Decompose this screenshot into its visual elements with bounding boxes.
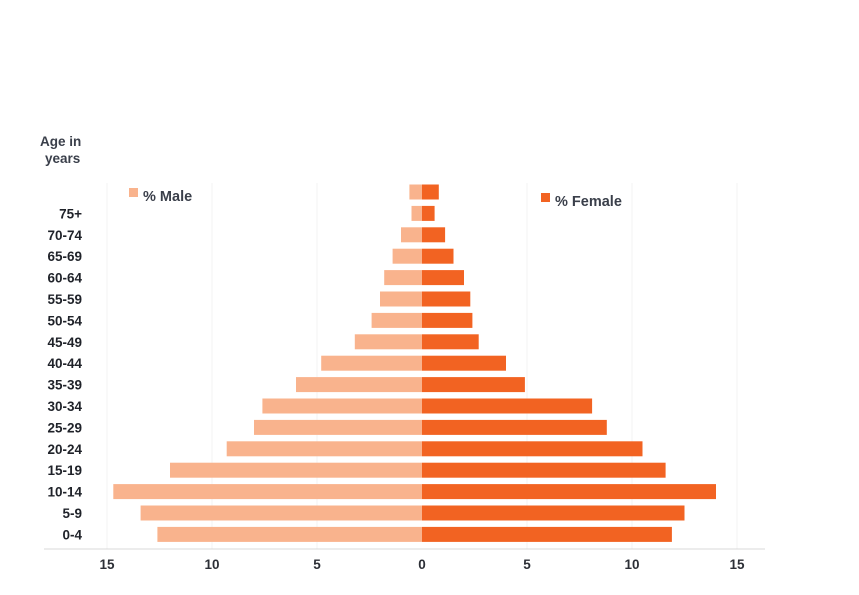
bar-female: [422, 184, 439, 200]
bar-male: [262, 398, 422, 414]
y-tick-label: 70-74: [47, 228, 82, 243]
y-tick-label: 10-14: [47, 485, 82, 500]
bar-male: [354, 334, 422, 350]
bar-male: [392, 248, 422, 264]
y-axis-title-line1: Age in: [40, 134, 82, 149]
x-tick-label: 10: [624, 557, 639, 572]
legend-swatch-male: [129, 188, 138, 197]
bar-female: [422, 441, 643, 457]
x-tick-label: 10: [204, 557, 219, 572]
y-tick-label: 15-19: [47, 463, 82, 478]
y-tick-label: 35-39: [47, 378, 82, 393]
bar-female: [422, 291, 471, 307]
bar-male: [409, 184, 422, 200]
bar-female: [422, 462, 666, 478]
y-tick-label: 5-9: [62, 506, 82, 521]
bar-male: [380, 291, 422, 307]
y-tick-label: 65-69: [47, 249, 82, 264]
bar-female: [422, 312, 473, 328]
bars: [113, 184, 716, 542]
bar-male: [371, 312, 422, 328]
y-axis-title-line2: years: [45, 151, 81, 166]
legend-item-female: % Female: [541, 193, 622, 210]
bar-female: [422, 248, 454, 264]
bar-male: [296, 377, 422, 393]
y-axis-labels: 0-4 5-9 10-14 15-19 20-24 25-29 30-34 35-39 40-4…: [47, 206, 82, 542]
bar-female: [422, 377, 525, 393]
bar-male: [157, 526, 422, 542]
x-axis: 15 10 5 0 5 10 15: [44, 548, 765, 572]
x-tick-label: 15: [729, 557, 745, 572]
legend: % Male % Female: [129, 188, 622, 210]
y-tick-label: 25-29: [47, 420, 82, 435]
bar-female: [422, 398, 593, 414]
legend-swatch-female: [541, 193, 550, 202]
bar-female: [422, 505, 685, 521]
bar-male: [321, 355, 422, 371]
bar-female: [422, 205, 435, 221]
bar-female: [422, 227, 446, 243]
y-tick-label: 60-64: [47, 271, 82, 286]
bar-male: [113, 484, 423, 500]
y-axis-title: Age in years: [40, 133, 81, 167]
x-tick-label: 5: [523, 557, 531, 572]
bar-male: [411, 205, 422, 221]
legend-label-female: % Female: [555, 194, 622, 210]
bar-male: [140, 505, 422, 521]
y-tick-label: 75+: [59, 206, 82, 221]
bar-female: [422, 526, 672, 542]
x-tick-label: 0: [418, 557, 426, 572]
legend-label-male: % Male: [143, 189, 192, 205]
y-tick-label: 55-59: [47, 292, 82, 307]
x-tick-label: 15: [99, 557, 115, 572]
y-tick-label: 40-44: [47, 356, 82, 371]
y-tick-label: 0-4: [62, 527, 82, 542]
bar-male: [226, 441, 422, 457]
x-tick-label: 5: [313, 557, 321, 572]
y-tick-label: 20-24: [47, 442, 82, 457]
bar-male: [384, 270, 422, 286]
y-tick-label: 45-49: [47, 335, 82, 350]
legend-item-male: % Male: [129, 188, 192, 205]
bar-female: [422, 334, 479, 350]
bar-female: [422, 270, 464, 286]
bar-male: [170, 462, 422, 478]
bar-female: [422, 355, 506, 371]
bar-male: [401, 227, 422, 243]
bar-female: [422, 419, 607, 435]
y-tick-label: 50-54: [47, 313, 82, 328]
y-tick-label: 30-34: [47, 399, 82, 414]
bar-male: [254, 419, 422, 435]
bar-female: [422, 484, 716, 500]
